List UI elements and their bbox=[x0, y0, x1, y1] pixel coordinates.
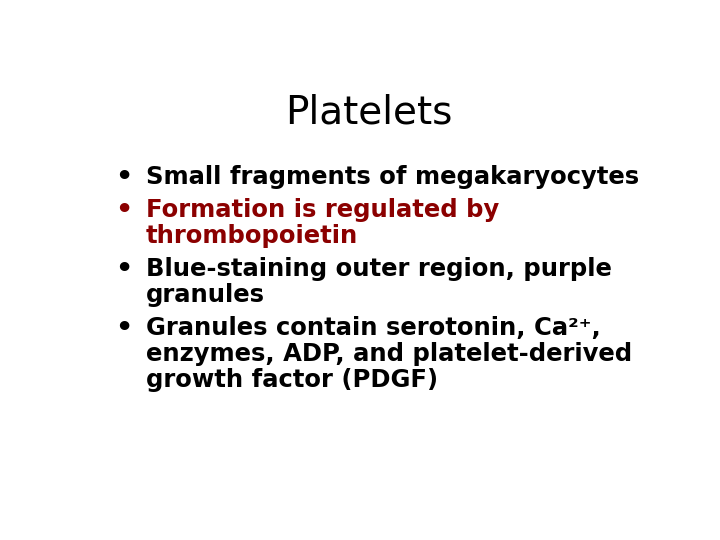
Text: Small fragments of megakaryocytes: Small fragments of megakaryocytes bbox=[145, 165, 639, 188]
Text: •: • bbox=[115, 165, 132, 191]
Text: Formation is regulated by: Formation is regulated by bbox=[145, 198, 499, 222]
Text: Granules contain serotonin, Ca²⁺,: Granules contain serotonin, Ca²⁺, bbox=[145, 316, 600, 340]
Text: granules: granules bbox=[145, 282, 265, 307]
Text: •: • bbox=[115, 198, 132, 224]
Text: thrombopoietin: thrombopoietin bbox=[145, 224, 358, 248]
Text: Blue-staining outer region, purple: Blue-staining outer region, purple bbox=[145, 257, 612, 281]
Text: •: • bbox=[115, 316, 132, 342]
Text: •: • bbox=[115, 257, 132, 283]
Text: enzymes, ADP, and platelet-derived: enzymes, ADP, and platelet-derived bbox=[145, 342, 632, 366]
Text: Platelets: Platelets bbox=[285, 94, 453, 132]
Text: growth factor (PDGF): growth factor (PDGF) bbox=[145, 368, 438, 392]
